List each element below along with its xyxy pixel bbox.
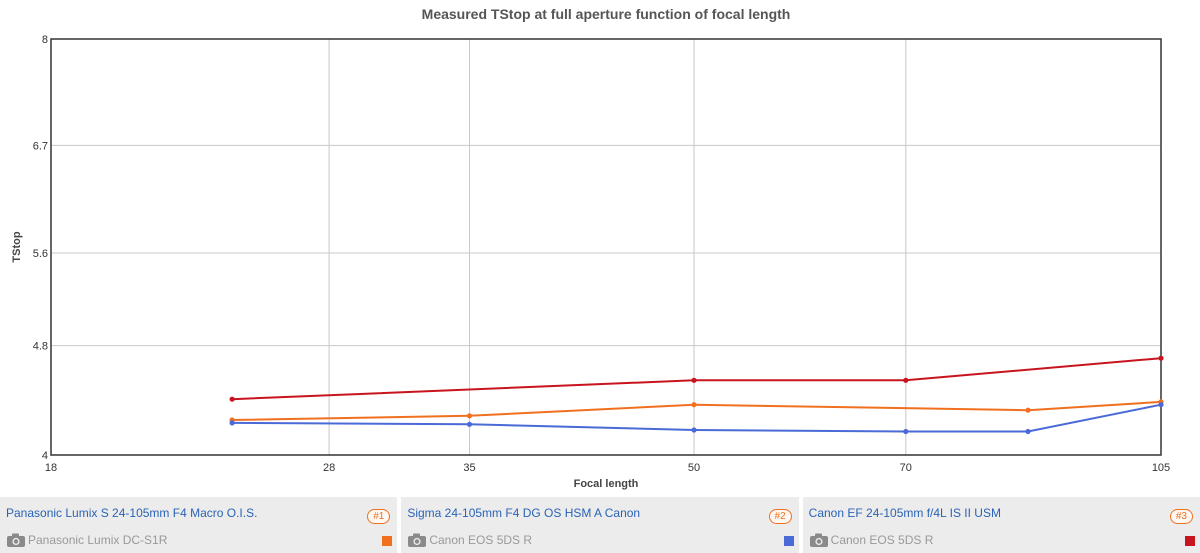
data-point[interactable]	[1158, 355, 1164, 361]
legend-card-2[interactable]: Sigma 24-105mm F4 DG OS HSM A Canon #2 C…	[401, 497, 799, 553]
data-point[interactable]	[903, 377, 909, 383]
lens-name[interactable]: Sigma 24-105mm F4 DG OS HSM A Canon	[407, 506, 641, 520]
series-3	[229, 355, 1164, 402]
camera-row: Canon EOS 5DS R	[407, 533, 532, 547]
series-color-swatch	[382, 536, 393, 546]
tick-labels: 18 28 35 50 70 105 4 4.8 5.6 6.7 8	[33, 34, 1170, 474]
camera-icon	[7, 533, 25, 547]
series-line	[232, 357, 1162, 401]
legend: Panasonic Lumix S 24-105mm F4 Macro O.I.…	[0, 497, 1200, 553]
y-tick-label: 5.6	[33, 248, 48, 260]
series-color-swatch	[1184, 536, 1195, 546]
data-point[interactable]	[691, 427, 697, 433]
data-point[interactable]	[1025, 428, 1031, 435]
grid	[50, 38, 1162, 456]
data-point[interactable]	[691, 402, 697, 408]
series-2	[229, 402, 1164, 435]
series-line	[232, 403, 1162, 433]
x-axis-label: Focal length	[574, 478, 639, 490]
camera-row: Panasonic Lumix DC-S1R	[6, 533, 167, 547]
series	[229, 355, 1164, 435]
data-point[interactable]	[229, 396, 235, 402]
plot-frame	[50, 38, 1162, 456]
lens-name[interactable]: Panasonic Lumix S 24-105mm F4 Macro O.I.…	[6, 506, 258, 520]
data-point[interactable]	[229, 420, 235, 426]
chart-area: Measured TStop at full aperture function…	[11, 6, 1170, 490]
x-tick-label: 105	[1152, 462, 1170, 474]
legend-card-1[interactable]: Panasonic Lumix S 24-105mm F4 Macro O.I.…	[0, 497, 398, 553]
camera-icon	[809, 533, 828, 547]
x-tick-label: 28	[323, 462, 335, 474]
data-point[interactable]	[691, 377, 697, 383]
camera-name: Canon EOS 5DS R	[429, 533, 533, 547]
lens-name[interactable]: Canon EF 24-105mm f/4L IS II USM	[808, 506, 1001, 520]
series-badge[interactable]: #3	[1169, 509, 1193, 524]
y-tick-label: 6.7	[33, 140, 48, 152]
series-1	[229, 399, 1164, 423]
legend-card-3[interactable]: Canon EF 24-105mm f/4L IS II USM #3 Cano…	[802, 497, 1200, 553]
series-badge[interactable]: #2	[768, 509, 792, 524]
y-tick-label: 4.8	[33, 341, 48, 353]
x-tick-label: 18	[45, 462, 57, 474]
tstop-chart: Measured TStop at full aperture function…	[11, 6, 1170, 490]
x-tick-label: 35	[463, 462, 475, 474]
camera-row: Canon EOS 5DS R	[809, 533, 934, 547]
y-axis-label: TStop	[11, 231, 23, 262]
camera-name: Panasonic Lumix DC-S1R	[28, 533, 168, 547]
camera-icon	[408, 533, 427, 547]
x-tick-label: 50	[688, 462, 700, 474]
x-tick-label: 70	[900, 462, 912, 474]
y-tick-label: 4	[42, 450, 48, 462]
data-point[interactable]	[1025, 407, 1031, 413]
chart-title: Measured TStop at full aperture function…	[422, 6, 791, 22]
data-point[interactable]	[466, 421, 473, 427]
series-color-swatch	[783, 536, 794, 546]
y-tick-label: 8	[42, 34, 48, 46]
series-badge[interactable]: #1	[367, 509, 391, 524]
data-point[interactable]	[466, 413, 473, 419]
data-point[interactable]	[903, 428, 909, 435]
camera-name: Canon EOS 5DS R	[830, 533, 934, 547]
data-point[interactable]	[1158, 402, 1164, 408]
